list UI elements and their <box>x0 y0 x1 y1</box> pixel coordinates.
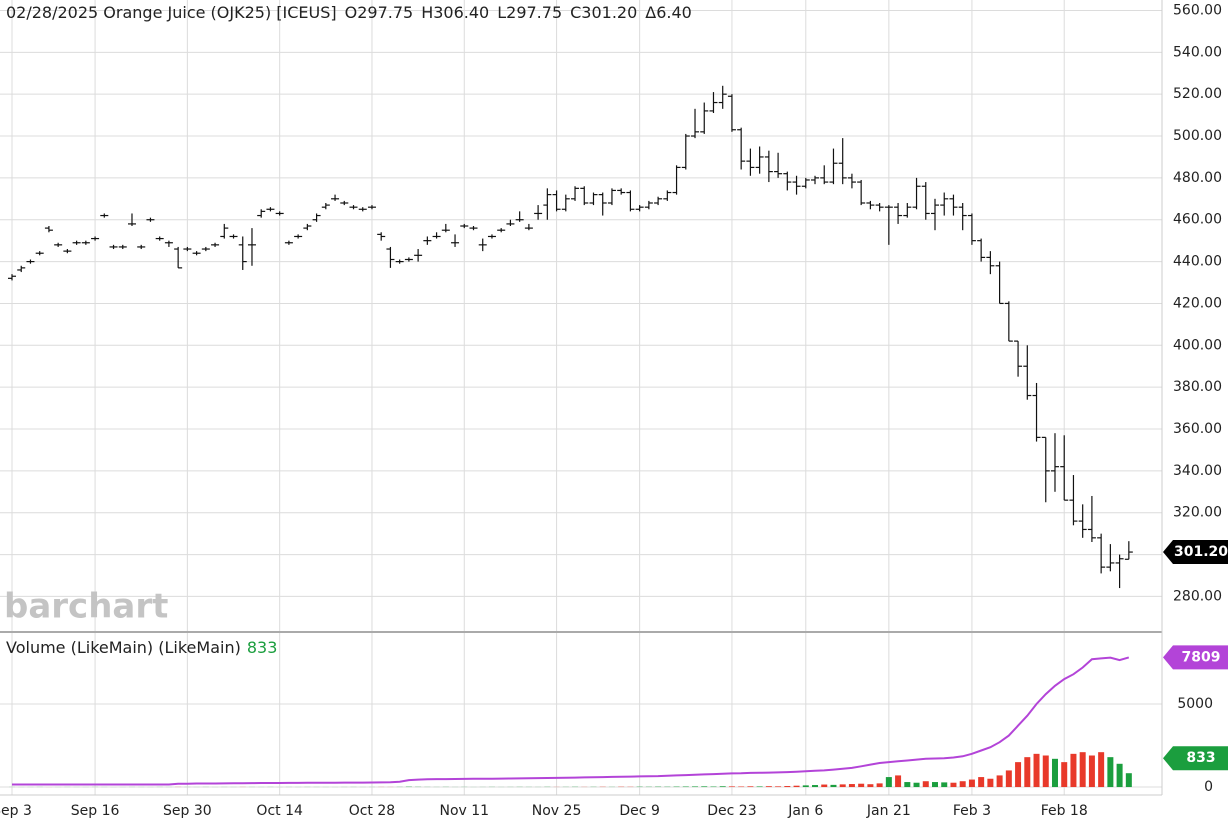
y-tick-label: 500.00 <box>1173 128 1222 144</box>
volume-bar <box>996 775 1003 788</box>
volume-title: Volume (LikeMain) (LikeMain) <box>6 638 241 657</box>
header-value: O297.75 <box>345 3 414 22</box>
volume-bar <box>932 782 938 788</box>
volume-bar <box>821 784 828 788</box>
volume-bar <box>1125 773 1132 788</box>
title: 02/28/2025 Orange Juice (OJK25) [ICEUS] <box>6 3 337 22</box>
watermark: barchart <box>4 587 168 627</box>
y-tick-label: 320.00 <box>1173 505 1222 521</box>
y-tick-label: 440.00 <box>1173 254 1222 270</box>
volume-bar <box>728 786 735 788</box>
volume-bar <box>941 782 948 788</box>
x-tick-label: Sep 3 <box>0 803 32 819</box>
volume-bar <box>1042 755 1049 788</box>
volume-label: 833 <box>1186 750 1215 766</box>
volume-bar <box>784 786 791 788</box>
volume-bar <box>1015 762 1022 788</box>
volume-bar <box>830 784 837 788</box>
x-tick-label: Nov 25 <box>532 803 582 819</box>
volume-bar <box>867 784 874 788</box>
y-tick-label: 540.00 <box>1173 44 1222 60</box>
volume-bar <box>775 786 782 788</box>
last-price-label: 301.20 <box>1174 544 1228 560</box>
volume-bar <box>719 786 726 788</box>
volume-bar <box>876 783 883 788</box>
header-value: H306.40 <box>421 3 489 22</box>
volume-bar <box>987 778 994 788</box>
y-tick-label: 280.00 <box>1173 588 1222 604</box>
volume-label-box <box>1163 746 1228 771</box>
y-tick-label: 480.00 <box>1173 170 1222 186</box>
volume-bar <box>765 786 772 788</box>
volume-bar <box>1070 753 1077 788</box>
volume-bar <box>1024 757 1031 788</box>
x-tick-label: Sep 30 <box>163 803 212 819</box>
open-interest-label-box <box>1163 645 1228 670</box>
x-tick-label: Sep 16 <box>71 803 120 819</box>
x-tick-label: Jan 21 <box>866 803 911 819</box>
volume-bar <box>692 786 699 788</box>
y-tick-label: 520.00 <box>1173 86 1222 102</box>
y-tick-label: 400.00 <box>1173 337 1222 353</box>
y-tick-label: 5000 <box>1177 696 1213 712</box>
volume-bar <box>1051 758 1058 788</box>
y-tick-label: 420.00 <box>1173 295 1222 311</box>
x-tick-label: Nov 11 <box>439 803 489 819</box>
chart-title: 02/28/2025 Orange Juice (OJK25) [ICEUS] O… <box>6 3 692 22</box>
header-value: C301.20 <box>570 3 637 22</box>
volume-bar <box>812 785 819 788</box>
volume-bar <box>922 781 929 788</box>
grid <box>0 0 1162 795</box>
x-tick-label: Dec 23 <box>707 803 756 819</box>
volume-bar <box>885 777 892 788</box>
volume-bar <box>802 785 809 788</box>
header-value: Δ6.40 <box>645 3 692 22</box>
volume-bar <box>756 786 763 788</box>
x-tick-label: Feb 3 <box>953 803 991 819</box>
volume-bar <box>968 779 975 788</box>
y-tick-label: 360.00 <box>1173 421 1222 437</box>
volume-bar <box>1098 752 1105 788</box>
volume-bar <box>904 782 911 788</box>
volume-bar <box>839 784 846 788</box>
x-tick-label: Feb 18 <box>1041 803 1088 819</box>
volume-bar <box>747 786 754 788</box>
last-price-label-box <box>1163 540 1228 565</box>
volume-bar <box>913 782 920 788</box>
volume-bar <box>1116 763 1123 788</box>
open-interest-label: 7809 <box>1182 649 1221 665</box>
y-tick-label: 380.00 <box>1173 379 1222 395</box>
x-tick-label: Oct 28 <box>349 803 395 819</box>
volume-bar <box>1079 752 1086 788</box>
volume-bar <box>959 781 966 788</box>
header-value: L297.75 <box>497 3 562 22</box>
x-tick-label: Dec 9 <box>619 803 659 819</box>
volume-legend: Volume (LikeMain) (LikeMain) 833 <box>6 638 277 657</box>
open-interest-line <box>12 656 1130 786</box>
volume-bar <box>858 783 865 788</box>
volume-bar <box>950 782 957 788</box>
volume-bar <box>1005 770 1012 788</box>
volume-bar <box>1033 753 1040 788</box>
volume-bar <box>793 785 800 788</box>
y-tick-label: 0 <box>1204 779 1213 795</box>
volume-bar <box>1061 762 1068 788</box>
volume-bar <box>848 784 855 788</box>
x-tick-label: Oct 14 <box>256 803 303 819</box>
y-tick-label: 560.00 <box>1173 2 1222 18</box>
volume-bar <box>1088 755 1095 788</box>
y-tick-label: 340.00 <box>1173 463 1222 479</box>
volume-bar <box>895 775 902 788</box>
volume-bar <box>701 786 708 788</box>
x-tick-label: Jan 6 <box>787 803 823 819</box>
volume-bar <box>1107 757 1114 788</box>
y-tick-label: 460.00 <box>1173 212 1222 228</box>
volume-last: 833 <box>247 638 278 657</box>
volume-bar <box>978 777 985 788</box>
